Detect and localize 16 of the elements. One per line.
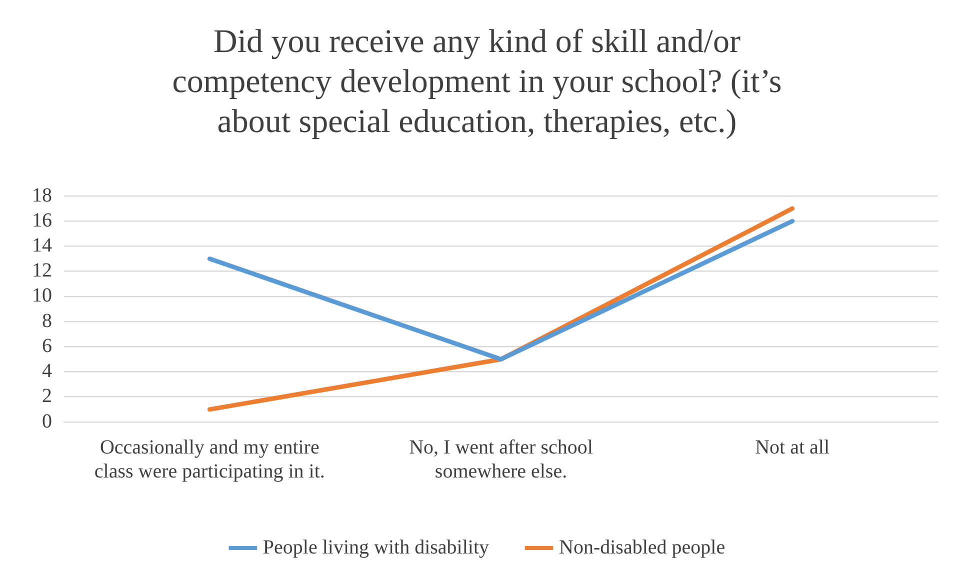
x-tick-label: No, I went after school somewhere else. [409,436,594,482]
y-tick-label: 12 [32,260,52,282]
y-tick-label: 4 [42,360,52,382]
x-tick-label: Occasionally and my entire class were participating in it. [94,436,325,482]
legend-label: Non-disabled people [559,536,726,558]
y-tick-label: 6 [42,334,52,357]
y-tick-label: 18 [32,184,52,206]
y-tick-label: 2 [42,385,52,408]
legend-label: People living with disability [262,536,490,558]
y-tick-label: 10 [32,284,52,307]
y-tick-label: 8 [42,310,52,332]
y-tick-label: 14 [32,234,52,256]
y-tick-label: 16 [32,209,52,232]
x-tick-label: Not at all [755,436,830,458]
y-tick-label: 0 [42,410,52,432]
chart-title: Did you receive any kind of skill and/or competency development in your school? (it’s about special education, therapies, etc.) [171,23,783,142]
